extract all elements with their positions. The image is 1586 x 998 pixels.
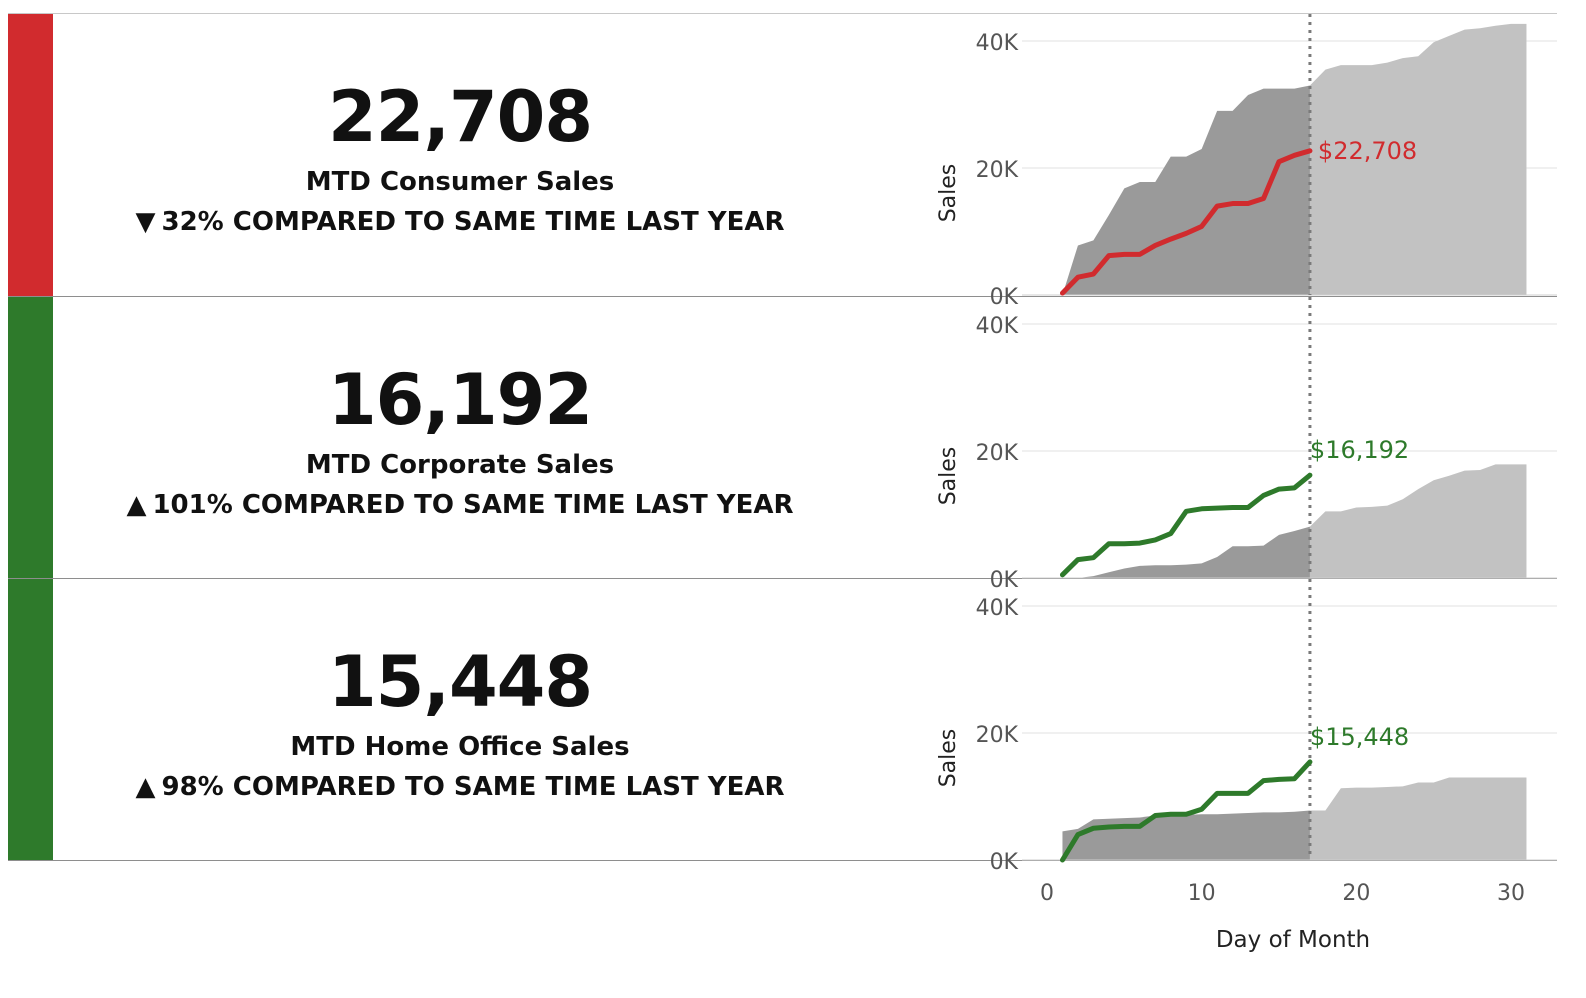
consumer-sales-row: 22,708 MTD Consumer Sales ▼ 32% COMPARED … bbox=[8, 14, 1557, 296]
kpi-comparison: ▲ 101% COMPARED TO SAME TIME LAST YEAR bbox=[60, 490, 860, 520]
kpi-block: 15,448 MTD Home Office Sales ▲ 98% COMPAR… bbox=[60, 579, 860, 861]
status-color-bar bbox=[8, 297, 53, 579]
row-divider bbox=[8, 296, 1557, 297]
kpi-label: MTD Consumer Sales bbox=[305, 167, 615, 197]
kpi-comparison: ▲ 98% COMPARED TO SAME TIME LAST YEAR bbox=[60, 772, 860, 802]
y-tick-label: 40K bbox=[976, 596, 1019, 621]
status-color-bar bbox=[8, 14, 53, 296]
x-tick-label: 0 bbox=[1040, 881, 1054, 906]
triangle-down-icon: ▼ bbox=[135, 207, 156, 237]
y-tick-label: 0K bbox=[990, 285, 1019, 310]
x-tick-label: 10 bbox=[1188, 881, 1216, 906]
corporate-sales-row: 16,192 MTD Corporate Sales ▲ 101% COMPARE… bbox=[8, 297, 1557, 579]
y-axis-label: Sales bbox=[936, 729, 961, 788]
prior-year-area-mtd bbox=[1062, 85, 1310, 295]
end-value-label: $15,448 bbox=[1310, 723, 1409, 751]
current-year-line bbox=[1059, 148, 1313, 296]
kpi-comparison: ▼ 32% COMPARED TO SAME TIME LAST YEAR bbox=[60, 207, 860, 237]
kpi-block: 16,192 MTD Corporate Sales ▲ 101% COMPARE… bbox=[60, 297, 860, 579]
top-rule bbox=[8, 13, 1557, 14]
kpi-value: 22,708 bbox=[327, 76, 593, 158]
prior-year-area-mtd bbox=[1062, 810, 1310, 860]
x-tick-label: 20 bbox=[1342, 881, 1370, 906]
kpi-label: MTD Home Office Sales bbox=[290, 732, 630, 762]
y-tick-label: 20K bbox=[976, 441, 1019, 466]
y-axis-label: Sales bbox=[936, 447, 961, 506]
x-axis-label: Day of Month bbox=[1216, 927, 1370, 953]
kpi-label: MTD Corporate Sales bbox=[305, 450, 615, 480]
prior-year-area-full bbox=[1309, 23, 1527, 295]
y-tick-label: 40K bbox=[976, 31, 1019, 56]
y-tick-label: 20K bbox=[976, 158, 1019, 183]
y-tick-label: 0K bbox=[990, 568, 1019, 593]
triangle-up-icon: ▲ bbox=[126, 490, 147, 520]
row-divider bbox=[8, 860, 1557, 861]
triangle-up-icon: ▲ bbox=[135, 772, 156, 802]
comparison-text: 101% COMPARED TO SAME TIME LAST YEAR bbox=[152, 490, 794, 520]
prior-year-area-full bbox=[1309, 464, 1527, 578]
home-office-sales-row: 15,448 MTD Home Office Sales ▲ 98% COMPAR… bbox=[8, 579, 1557, 861]
prior-year-area-full bbox=[1309, 777, 1527, 860]
status-color-bar bbox=[8, 579, 53, 861]
x-tick-label: 30 bbox=[1497, 881, 1525, 906]
current-year-line bbox=[1059, 759, 1313, 863]
kpi-block: 22,708 MTD Consumer Sales ▼ 32% COMPARED … bbox=[60, 14, 860, 296]
end-value-label: $22,708 bbox=[1318, 137, 1417, 165]
y-tick-label: 0K bbox=[990, 850, 1019, 875]
y-tick-label: 20K bbox=[976, 723, 1019, 748]
row-divider bbox=[8, 578, 1557, 579]
current-year-line bbox=[1059, 472, 1313, 578]
end-value-label: $16,192 bbox=[1310, 436, 1409, 464]
y-tick-label: 40K bbox=[976, 314, 1019, 339]
comparison-text: 32% COMPARED TO SAME TIME LAST YEAR bbox=[161, 207, 785, 237]
y-axis-label: Sales bbox=[936, 164, 961, 223]
kpi-value: 15,448 bbox=[327, 641, 593, 723]
kpi-value: 16,192 bbox=[327, 359, 593, 441]
comparison-text: 98% COMPARED TO SAME TIME LAST YEAR bbox=[161, 772, 785, 802]
prior-year-area-mtd bbox=[1062, 526, 1310, 578]
